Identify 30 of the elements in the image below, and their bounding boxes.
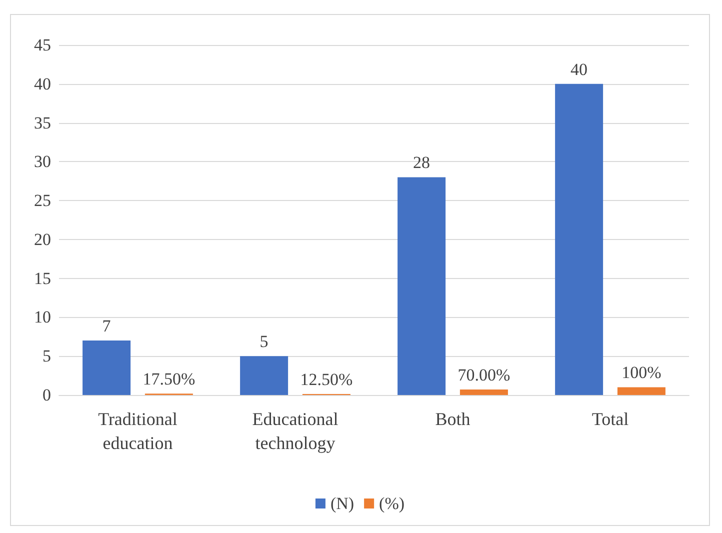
data-label: 17.50% xyxy=(142,370,196,389)
data-label: 100% xyxy=(622,363,662,382)
y-tick-label: 0 xyxy=(42,386,51,404)
y-tick-label: 45 xyxy=(34,36,51,54)
legend-label: (%) xyxy=(379,494,405,513)
y-tick-label: 35 xyxy=(34,113,51,132)
bar xyxy=(240,356,288,395)
y-tick-label: 20 xyxy=(34,230,51,249)
y-tick-label: 40 xyxy=(34,74,51,94)
bar xyxy=(82,340,131,395)
data-label: 28 xyxy=(413,153,430,172)
bar xyxy=(398,177,446,395)
data-label: 12.50% xyxy=(300,370,353,390)
y-tick-label: 10 xyxy=(34,308,51,327)
data-label: 5 xyxy=(260,332,268,352)
x-tick-label: Educational technology xyxy=(252,409,338,453)
y-tick-label: 15 xyxy=(34,268,51,288)
data-label: 70.00% xyxy=(458,366,510,385)
bar xyxy=(617,387,666,395)
legend-label: (N) xyxy=(330,494,354,513)
y-tick-label: 30 xyxy=(34,152,51,172)
y-tick-label: 25 xyxy=(34,191,51,210)
data-label: 40 xyxy=(570,60,588,79)
data-label: 7 xyxy=(102,316,112,336)
bar xyxy=(460,390,508,395)
x-tick-label: Traditional education xyxy=(98,409,178,453)
bar xyxy=(555,84,604,395)
x-tick-label: Both xyxy=(435,409,470,429)
y-tick-label: 5 xyxy=(42,346,51,366)
x-tick-label: Total xyxy=(592,409,629,429)
